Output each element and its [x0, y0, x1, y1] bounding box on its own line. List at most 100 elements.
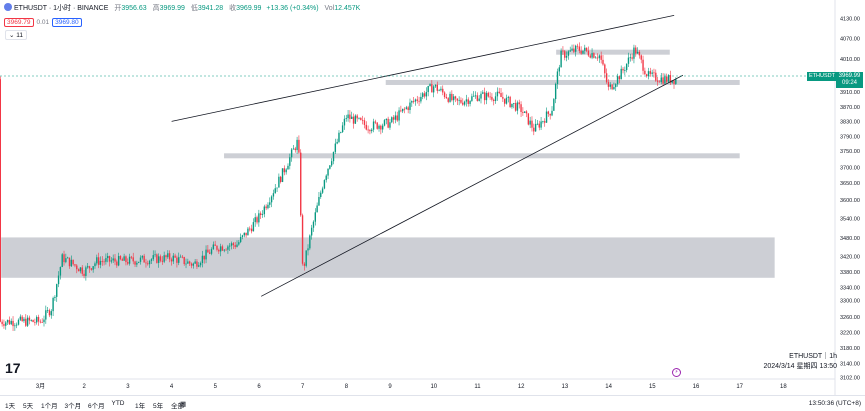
- ask-button[interactable]: 3969.80: [52, 18, 82, 27]
- price-tick-label: 3830.00: [840, 120, 860, 126]
- candle-body: [416, 99, 418, 101]
- candle-body: [107, 256, 109, 259]
- candle-body: [238, 242, 240, 245]
- symbol-price-tag: ETHUSDT: [807, 72, 837, 81]
- candle-body: [123, 256, 125, 261]
- candle-body: [605, 73, 608, 83]
- candle-body: [538, 123, 540, 128]
- timeframe-button[interactable]: 1天: [5, 403, 16, 410]
- candle-body: [660, 77, 662, 83]
- candle-body: [128, 256, 131, 264]
- bid-button[interactable]: 3969.79: [4, 18, 34, 27]
- candle-body: [148, 260, 151, 265]
- candle-body: [86, 266, 89, 268]
- candle-body: [463, 101, 466, 105]
- candle-body: [600, 55, 602, 60]
- zone-2[interactable]: [385, 79, 740, 85]
- goto-realtime-icon[interactable]: ⚡: [672, 368, 681, 377]
- timeframe-button[interactable]: 6个月: [88, 403, 105, 410]
- candle-body: [454, 96, 457, 99]
- candle-body: [387, 118, 389, 128]
- candle-body: [283, 168, 286, 173]
- candle-body: [551, 110, 553, 116]
- candle-body: [54, 296, 56, 298]
- candle-body: [234, 245, 236, 247]
- candle-body: [199, 262, 202, 266]
- candle-body: [97, 257, 100, 265]
- candle-body: [574, 45, 577, 52]
- trendline-0[interactable]: [171, 14, 675, 122]
- candle-body: [127, 262, 129, 264]
- candle-body: [239, 237, 242, 243]
- price-tick-label: 3340.00: [840, 285, 860, 291]
- timeframe-button[interactable]: 1个月: [41, 403, 58, 410]
- price-tick-label: 3600.00: [840, 198, 860, 204]
- candle-body: [192, 263, 195, 266]
- clock-display[interactable]: 13:50:36 (UTC+8): [808, 400, 861, 407]
- candle-body: [23, 318, 25, 322]
- candle-body: [627, 57, 630, 64]
- candle-body: [609, 84, 611, 87]
- candle-body: [103, 261, 105, 263]
- candle-body: [658, 81, 661, 83]
- candle-body: [318, 196, 320, 206]
- bar-countdown: 09:24: [841, 80, 857, 86]
- zone-1[interactable]: [224, 153, 740, 159]
- candle-body: [360, 117, 362, 120]
- candle-body: [39, 321, 42, 323]
- candle-body: [381, 125, 384, 130]
- candle-body: [45, 310, 47, 320]
- candle-body: [483, 92, 486, 101]
- time-tick-label: 13: [562, 384, 569, 390]
- candle-body: [10, 320, 12, 325]
- timeframe-button[interactable]: YTD: [111, 400, 125, 407]
- candle-body: [194, 261, 196, 264]
- candle-body: [241, 235, 244, 238]
- candle-body: [409, 102, 411, 110]
- zone-3[interactable]: [556, 49, 670, 55]
- candle-body: [651, 72, 653, 74]
- candle-body: [94, 263, 96, 267]
- indicator-toggle[interactable]: ⌄ 11: [5, 30, 28, 40]
- candle-body: [172, 255, 174, 262]
- time-tick-label: 29: [0, 384, 1, 390]
- candle-body: [72, 259, 74, 265]
- calendar-icon[interactable]: ▦: [180, 401, 187, 408]
- candle-body: [341, 125, 344, 133]
- tradingview-logo[interactable]: 17: [5, 360, 21, 376]
- timeframe-button[interactable]: 5天: [23, 403, 34, 410]
- candle-body: [666, 76, 668, 82]
- candle-body: [150, 259, 153, 261]
- candle-body: [198, 265, 200, 267]
- price-tick-label: 3300.00: [840, 299, 860, 305]
- time-axis[interactable]: 29 3月 2 3 4 5 6 7 8 9 10 11 12 13 14 15 16 17 18: [0, 383, 787, 390]
- timeframe-button[interactable]: 3个月: [64, 403, 82, 410]
- candlestick-series: [0, 42, 677, 331]
- candle-body: [451, 93, 453, 101]
- last-price-value: 3969.99: [838, 73, 861, 79]
- candle-body: [249, 228, 251, 230]
- trendline-1[interactable]: [260, 74, 684, 297]
- candle-body: [567, 51, 570, 56]
- candle-body: [425, 92, 428, 97]
- timeframe-button[interactable]: 全部: [171, 403, 184, 410]
- time-tick-label: 6: [257, 384, 261, 390]
- candle-body: [263, 206, 266, 215]
- candle-body: [611, 84, 613, 90]
- candle-body: [664, 76, 666, 84]
- candle-body: [365, 124, 367, 130]
- candle-body: [367, 129, 369, 131]
- timeframe-button[interactable]: 5年: [153, 403, 164, 410]
- zone-0[interactable]: [1, 237, 775, 278]
- candle-body: [602, 59, 604, 65]
- price-tick-label: 3260.00: [840, 315, 860, 321]
- symbol-title[interactable]: ETHUSDT · 1小时 · BINANCE: [14, 5, 109, 12]
- timeframe-button[interactable]: 1年: [135, 403, 146, 410]
- candle-body: [445, 96, 448, 99]
- candle-body: [316, 205, 318, 213]
- candle-body: [88, 266, 91, 269]
- candle-body: [547, 111, 550, 114]
- candle-body: [1, 321, 3, 325]
- time-tick-label: 4: [170, 384, 174, 390]
